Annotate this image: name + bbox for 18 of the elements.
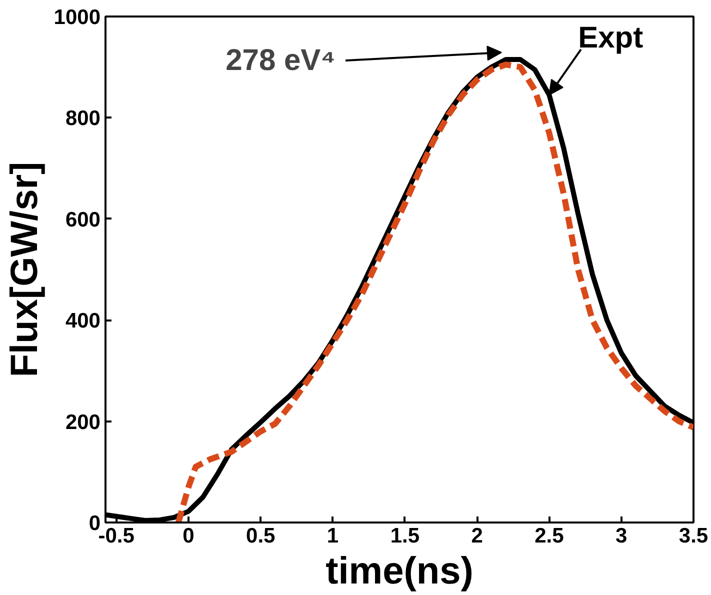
x-tick-label: 2 (471, 524, 483, 548)
y-tick-label: 1000 (54, 6, 100, 29)
y-axis-title: Flux[GW/sr] (4, 162, 46, 378)
x-axis-title: time(ns) (326, 550, 474, 592)
series-label: Expt (578, 21, 644, 54)
x-tick-label: 3 (616, 524, 628, 548)
y-tick-label: 800 (65, 107, 101, 130)
x-tick-label: 2.5 (534, 524, 564, 548)
annotation: 278 eV⁴ (226, 44, 336, 77)
x-tick-label: 1 (326, 524, 339, 548)
y-tick-label: 400 (65, 310, 101, 333)
x-tick-label: 0 (182, 524, 194, 548)
x-tick-label: 1.5 (390, 524, 420, 548)
y-tick-label: 200 (65, 410, 101, 434)
x-tick-label: -0.5 (98, 524, 135, 548)
x-tick-label: 0.5 (246, 524, 276, 548)
y-tick-label: 600 (65, 208, 101, 232)
x-tick-label: 3.5 (678, 524, 708, 548)
